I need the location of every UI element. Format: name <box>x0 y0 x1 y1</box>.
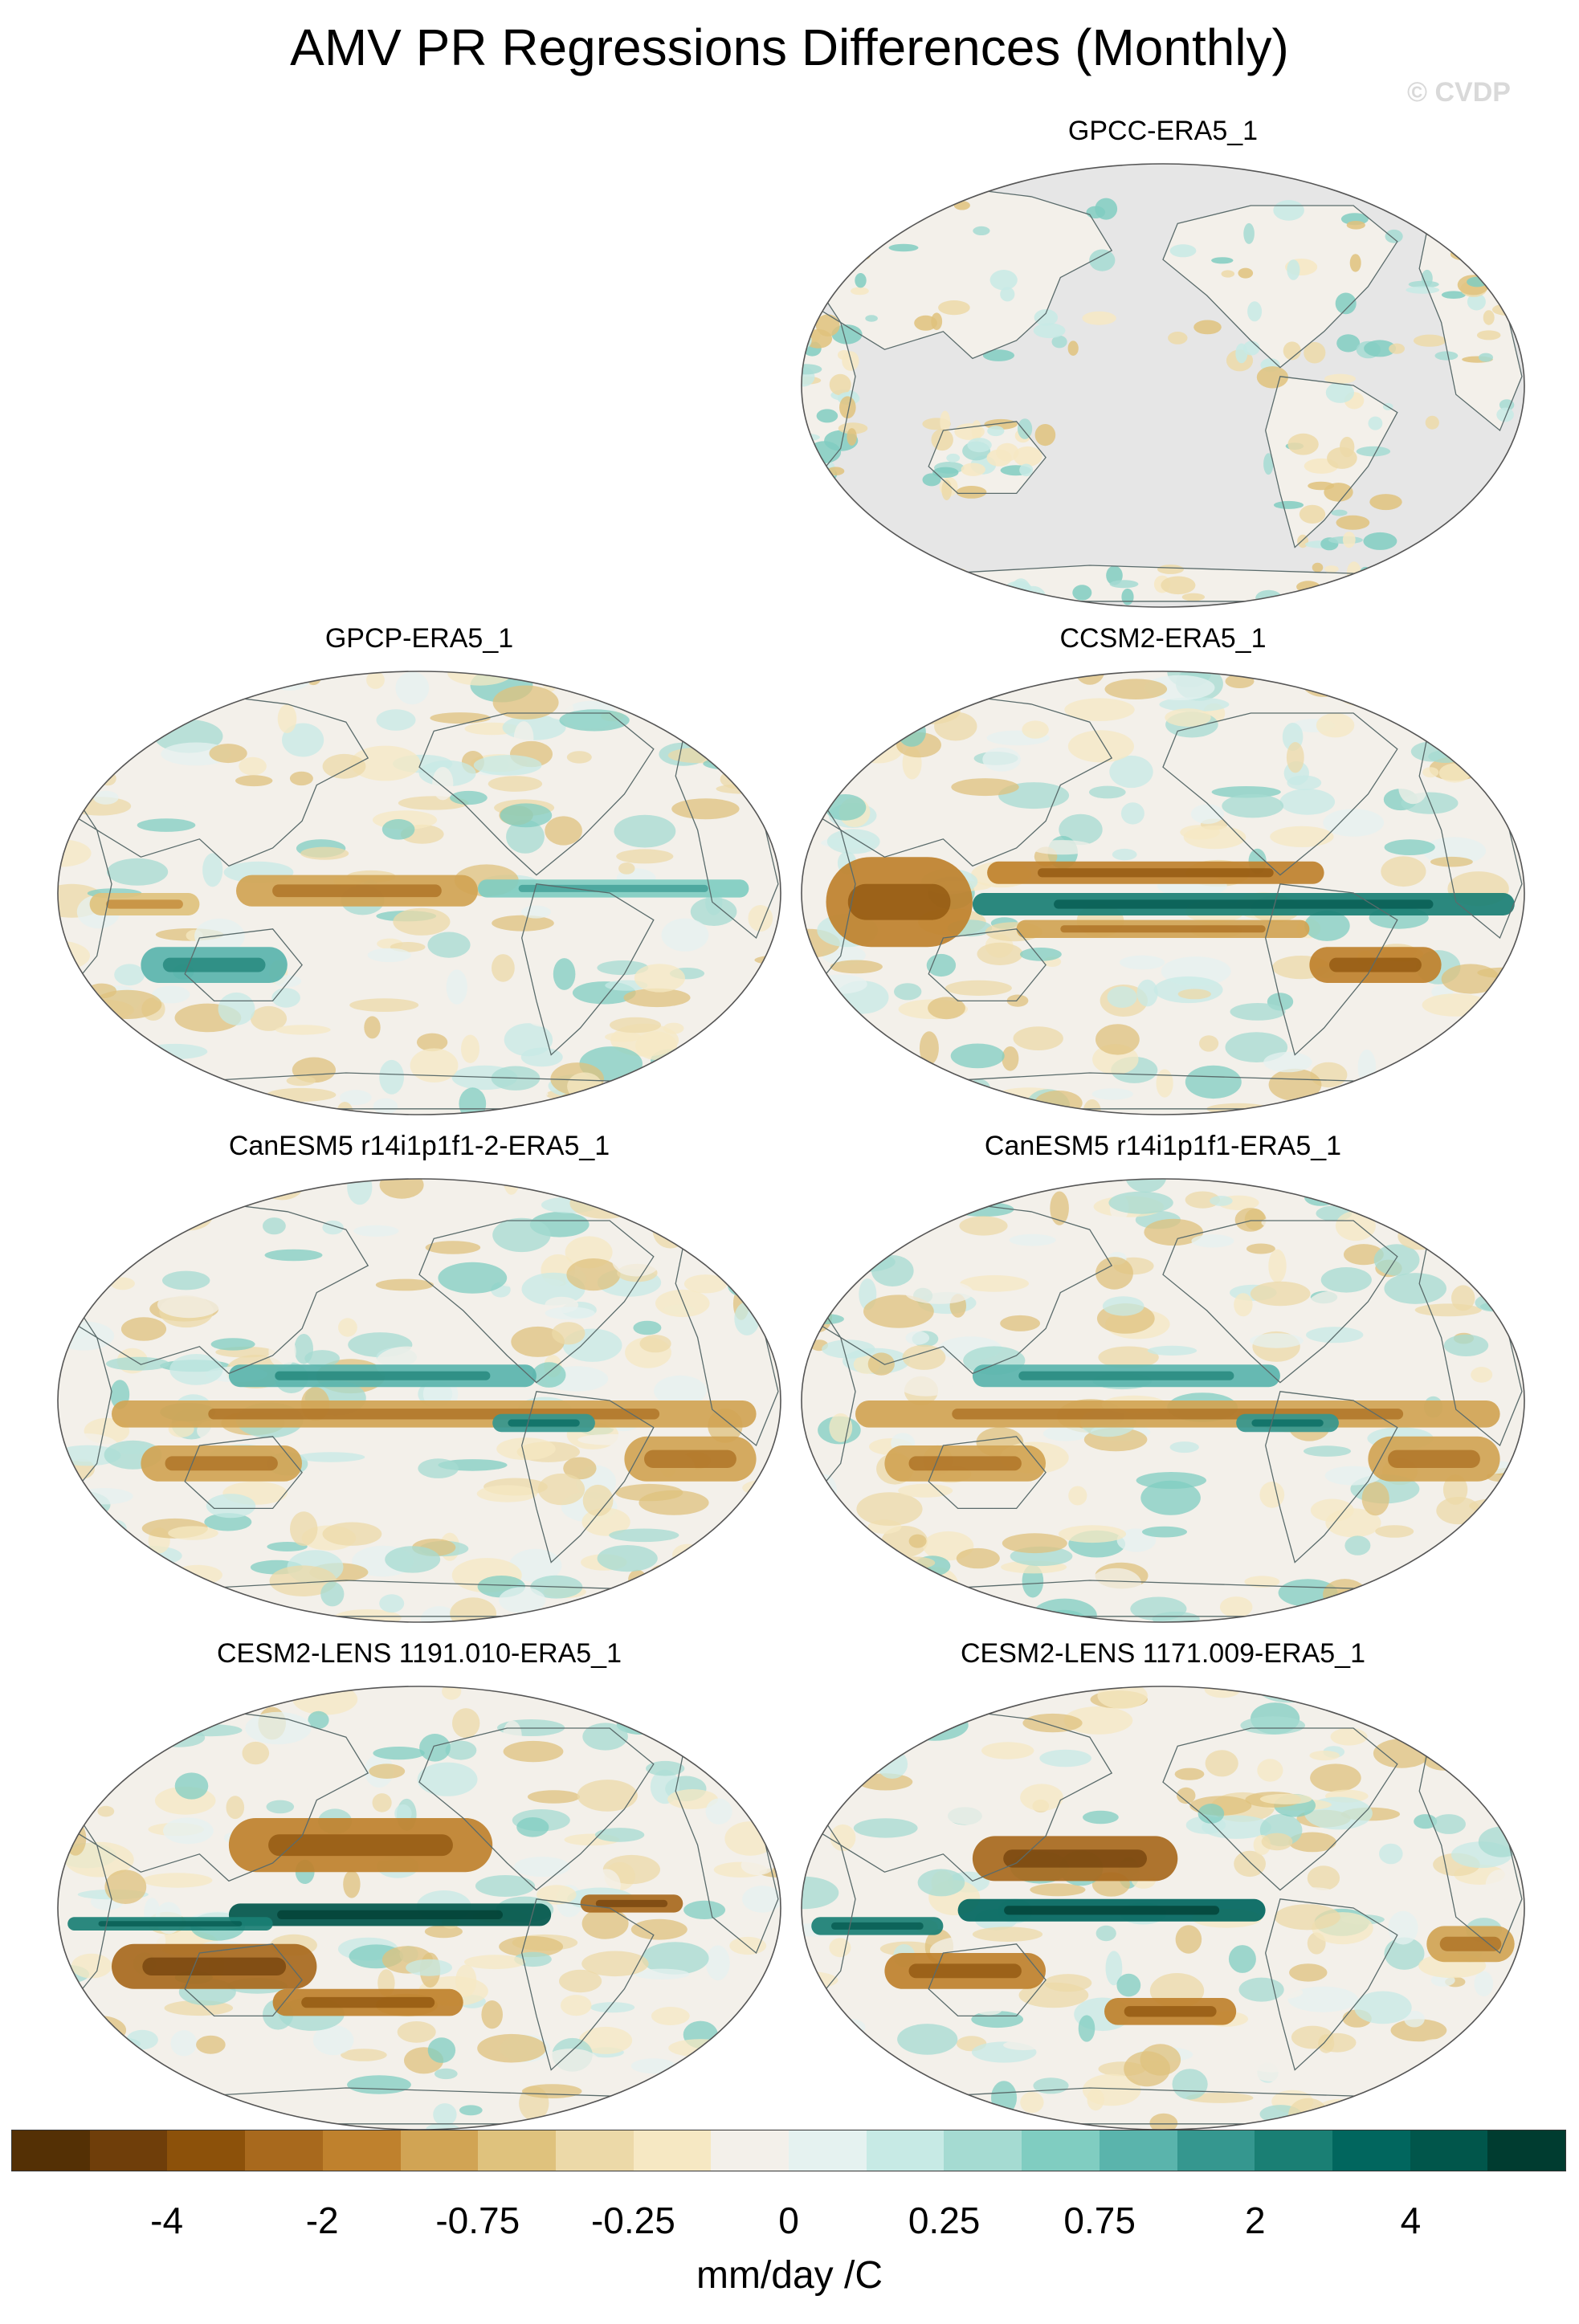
colorbar-swatch <box>400 2130 479 2171</box>
colorbar-swatch <box>1177 2130 1255 2171</box>
map-panel-canesm5: CanESM5 r14i1p1f1-ERA5_1 <box>797 1131 1529 1629</box>
anomaly-bands <box>811 1836 1515 2025</box>
anomaly-bands <box>89 875 749 983</box>
map-border <box>801 163 1525 608</box>
colorbar-swatch <box>478 2130 556 2171</box>
map-panel-ccsm2: CCSM2-ERA5_1 <box>797 623 1529 1121</box>
colorbar-swatch <box>1332 2130 1410 2171</box>
colorbar-tick-label: -0.75 <box>435 2200 520 2241</box>
panel-title: CESM2-LENS 1191.010-ERA5_1 <box>217 1638 622 1669</box>
panel-title: CanESM5 r14i1p1f1-ERA5_1 <box>984 1131 1342 1161</box>
colorbar-swatch <box>322 2130 401 2171</box>
colorbar-tick-label: 4 <box>1400 2200 1422 2241</box>
colorbar-swatch <box>1255 2130 1332 2171</box>
colorbar-tick-label: 0 <box>778 2200 799 2241</box>
colorbar-swatch <box>944 2130 1022 2171</box>
map-gpcp <box>57 671 781 1115</box>
colorbar-tick-label: -2 <box>305 2200 339 2241</box>
colorbar-swatch <box>89 2130 168 2171</box>
colorbar-swatch <box>555 2130 634 2171</box>
colorbar-swatch <box>789 2130 867 2171</box>
map-ccsm2 <box>801 671 1525 1115</box>
colorbar-swatch <box>866 2130 945 2171</box>
map-cesm2-1171 <box>801 1686 1525 2130</box>
colorbar-swatch <box>245 2130 323 2171</box>
colorbar-tick-label: 0.25 <box>908 2200 981 2241</box>
colorbar-swatch <box>1487 2130 1566 2171</box>
map-border <box>801 1178 1525 1623</box>
colorbar-swatch <box>1410 2130 1488 2171</box>
panel-title: CCSM2-ERA5_1 <box>1059 623 1267 654</box>
anomaly-bands <box>855 1364 1500 1482</box>
figure-title: AMV PR Regressions Differences (Monthly) <box>290 18 1289 76</box>
map-panel-cesm2-1171: CESM2-LENS 1171.009-ERA5_1 <box>797 1638 1529 2136</box>
anomaly-bands <box>826 857 1515 983</box>
colorbar-swatch <box>1022 2130 1100 2171</box>
anomaly-bands <box>112 1364 757 1482</box>
colorbar-swatch <box>167 2130 246 2171</box>
colorbar-swatch <box>633 2130 712 2171</box>
cvdp-watermark: © CVDP <box>1407 77 1511 108</box>
colorbar-tick-label: 2 <box>1245 2200 1266 2241</box>
panel-title: GPCC-ERA5_1 <box>1067 116 1259 146</box>
colorbar-swatch <box>12 2130 90 2171</box>
map-cesm2-1191 <box>57 1686 781 2130</box>
map-panel-cesm2-1191: CESM2-LENS 1191.010-ERA5_1 <box>53 1638 785 2136</box>
map-panel-canesm5-2: CanESM5 r14i1p1f1-2-ERA5_1 <box>53 1131 785 1629</box>
map-border <box>57 1178 781 1623</box>
colorbar-tick-label: 0.75 <box>1063 2200 1136 2241</box>
ocean-mask <box>802 164 1524 607</box>
map-panel-gpcc: GPCC-ERA5_1 <box>797 116 1529 614</box>
map-border <box>801 671 1525 1115</box>
panel-title: CanESM5 r14i1p1f1-2-ERA5_1 <box>228 1131 610 1161</box>
land-namerica <box>1163 206 1397 368</box>
colorbar-swatch <box>711 2130 790 2171</box>
panel-title: GPCP-ERA5_1 <box>324 623 514 654</box>
map-panel-gpcp: GPCP-ERA5_1 <box>53 623 785 1121</box>
map-canesm5 <box>801 1178 1525 1623</box>
colorbar <box>11 2130 1566 2171</box>
map-canesm5-2 <box>57 1178 781 1623</box>
panel-title: CESM2-LENS 1171.009-ERA5_1 <box>961 1638 1365 1669</box>
map-border <box>57 671 781 1115</box>
anomaly-bands <box>67 1818 683 2016</box>
colorbar-units: mm/day /C <box>696 2254 883 2297</box>
colorbar-tick-label: -0.25 <box>590 2200 675 2241</box>
map-gpcc <box>801 163 1525 608</box>
colorbar-tick-label: -4 <box>150 2200 184 2241</box>
colorbar-swatch <box>1099 2130 1177 2171</box>
